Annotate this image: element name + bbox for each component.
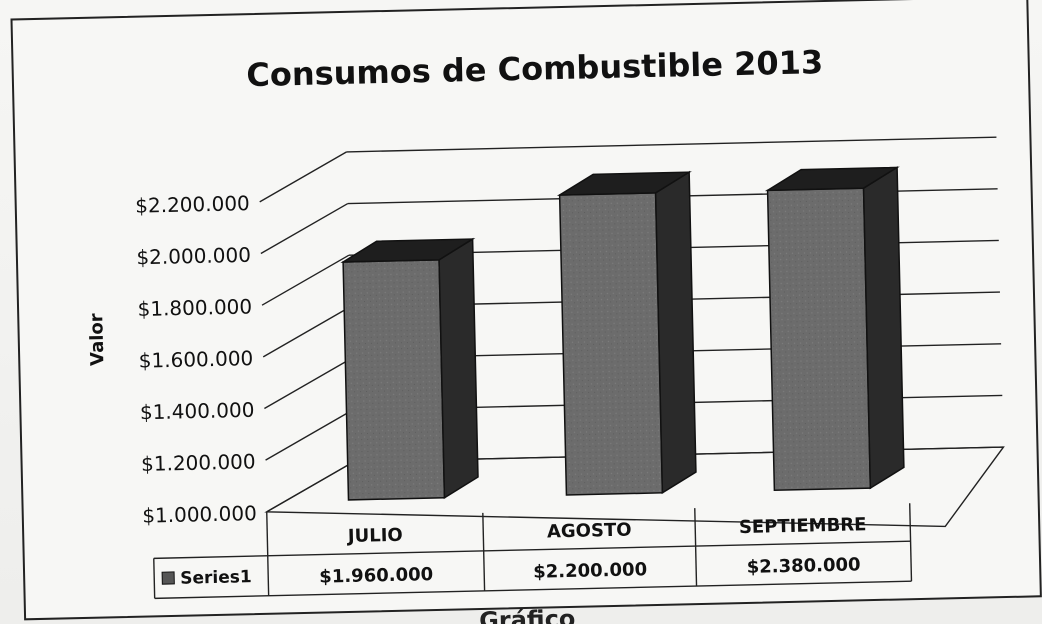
category-label: JULIO — [346, 525, 403, 547]
floor-outline — [264, 446, 1005, 528]
gridline-back — [346, 136, 997, 153]
table-line — [153, 540, 911, 560]
y-tick-label: $2.200.000 — [135, 191, 250, 218]
bar-side — [654, 170, 697, 495]
bar-front — [558, 192, 664, 496]
y-axis-ticks: $1.000.000 $1.200.000 $1.400.000 $1.600.000… — [135, 191, 257, 528]
table-line — [909, 503, 913, 582]
bars — [340, 166, 905, 501]
table-line — [266, 511, 270, 596]
bar-front — [342, 259, 446, 501]
data-label: $1.960.000 — [319, 564, 433, 588]
data-label: $2.200.000 — [533, 559, 647, 583]
category-label: SEPTIEMBRE — [739, 514, 867, 538]
table-line — [482, 512, 486, 591]
gridline-side — [265, 409, 353, 461]
bar-top — [764, 166, 900, 192]
bar-julio — [340, 237, 479, 501]
bar-top — [340, 238, 476, 263]
y-tick-label: $2.000.000 — [136, 243, 251, 270]
bar-septiembre — [764, 166, 905, 492]
gridline-side — [259, 151, 347, 203]
table-line — [694, 508, 698, 587]
chart-floor — [264, 446, 1005, 528]
data-table: JULIO $1.960.000 AGOSTO $2.200.000 SEPTIEMBR… — [153, 503, 913, 600]
y-tick-label: $1.600.000 — [138, 346, 253, 373]
bar-side — [862, 166, 905, 490]
legend-swatch — [161, 571, 175, 585]
table-line — [153, 558, 156, 599]
bar-front — [766, 187, 872, 492]
table-line — [154, 580, 912, 600]
bar-top — [556, 171, 692, 196]
bar-agosto — [556, 170, 697, 496]
chart-caption: Gráfico — [479, 605, 576, 624]
data-label: $2.380.000 — [746, 554, 860, 578]
y-tick-label: $1.400.000 — [140, 398, 255, 425]
y-tick-label: $1.200.000 — [141, 449, 256, 476]
y-tick-label: $1.000.000 — [142, 501, 257, 528]
gridline-side — [264, 357, 352, 410]
y-tick-label: $1.800.000 — [137, 294, 252, 321]
bar-side — [438, 237, 479, 500]
category-label: AGOSTO — [547, 520, 632, 543]
gridline-side — [262, 306, 351, 358]
gridline-side — [260, 202, 349, 255]
gridline-side — [261, 254, 350, 306]
y-axis-label: Valor — [86, 313, 108, 366]
legend-series-name: Series1 — [180, 567, 252, 589]
